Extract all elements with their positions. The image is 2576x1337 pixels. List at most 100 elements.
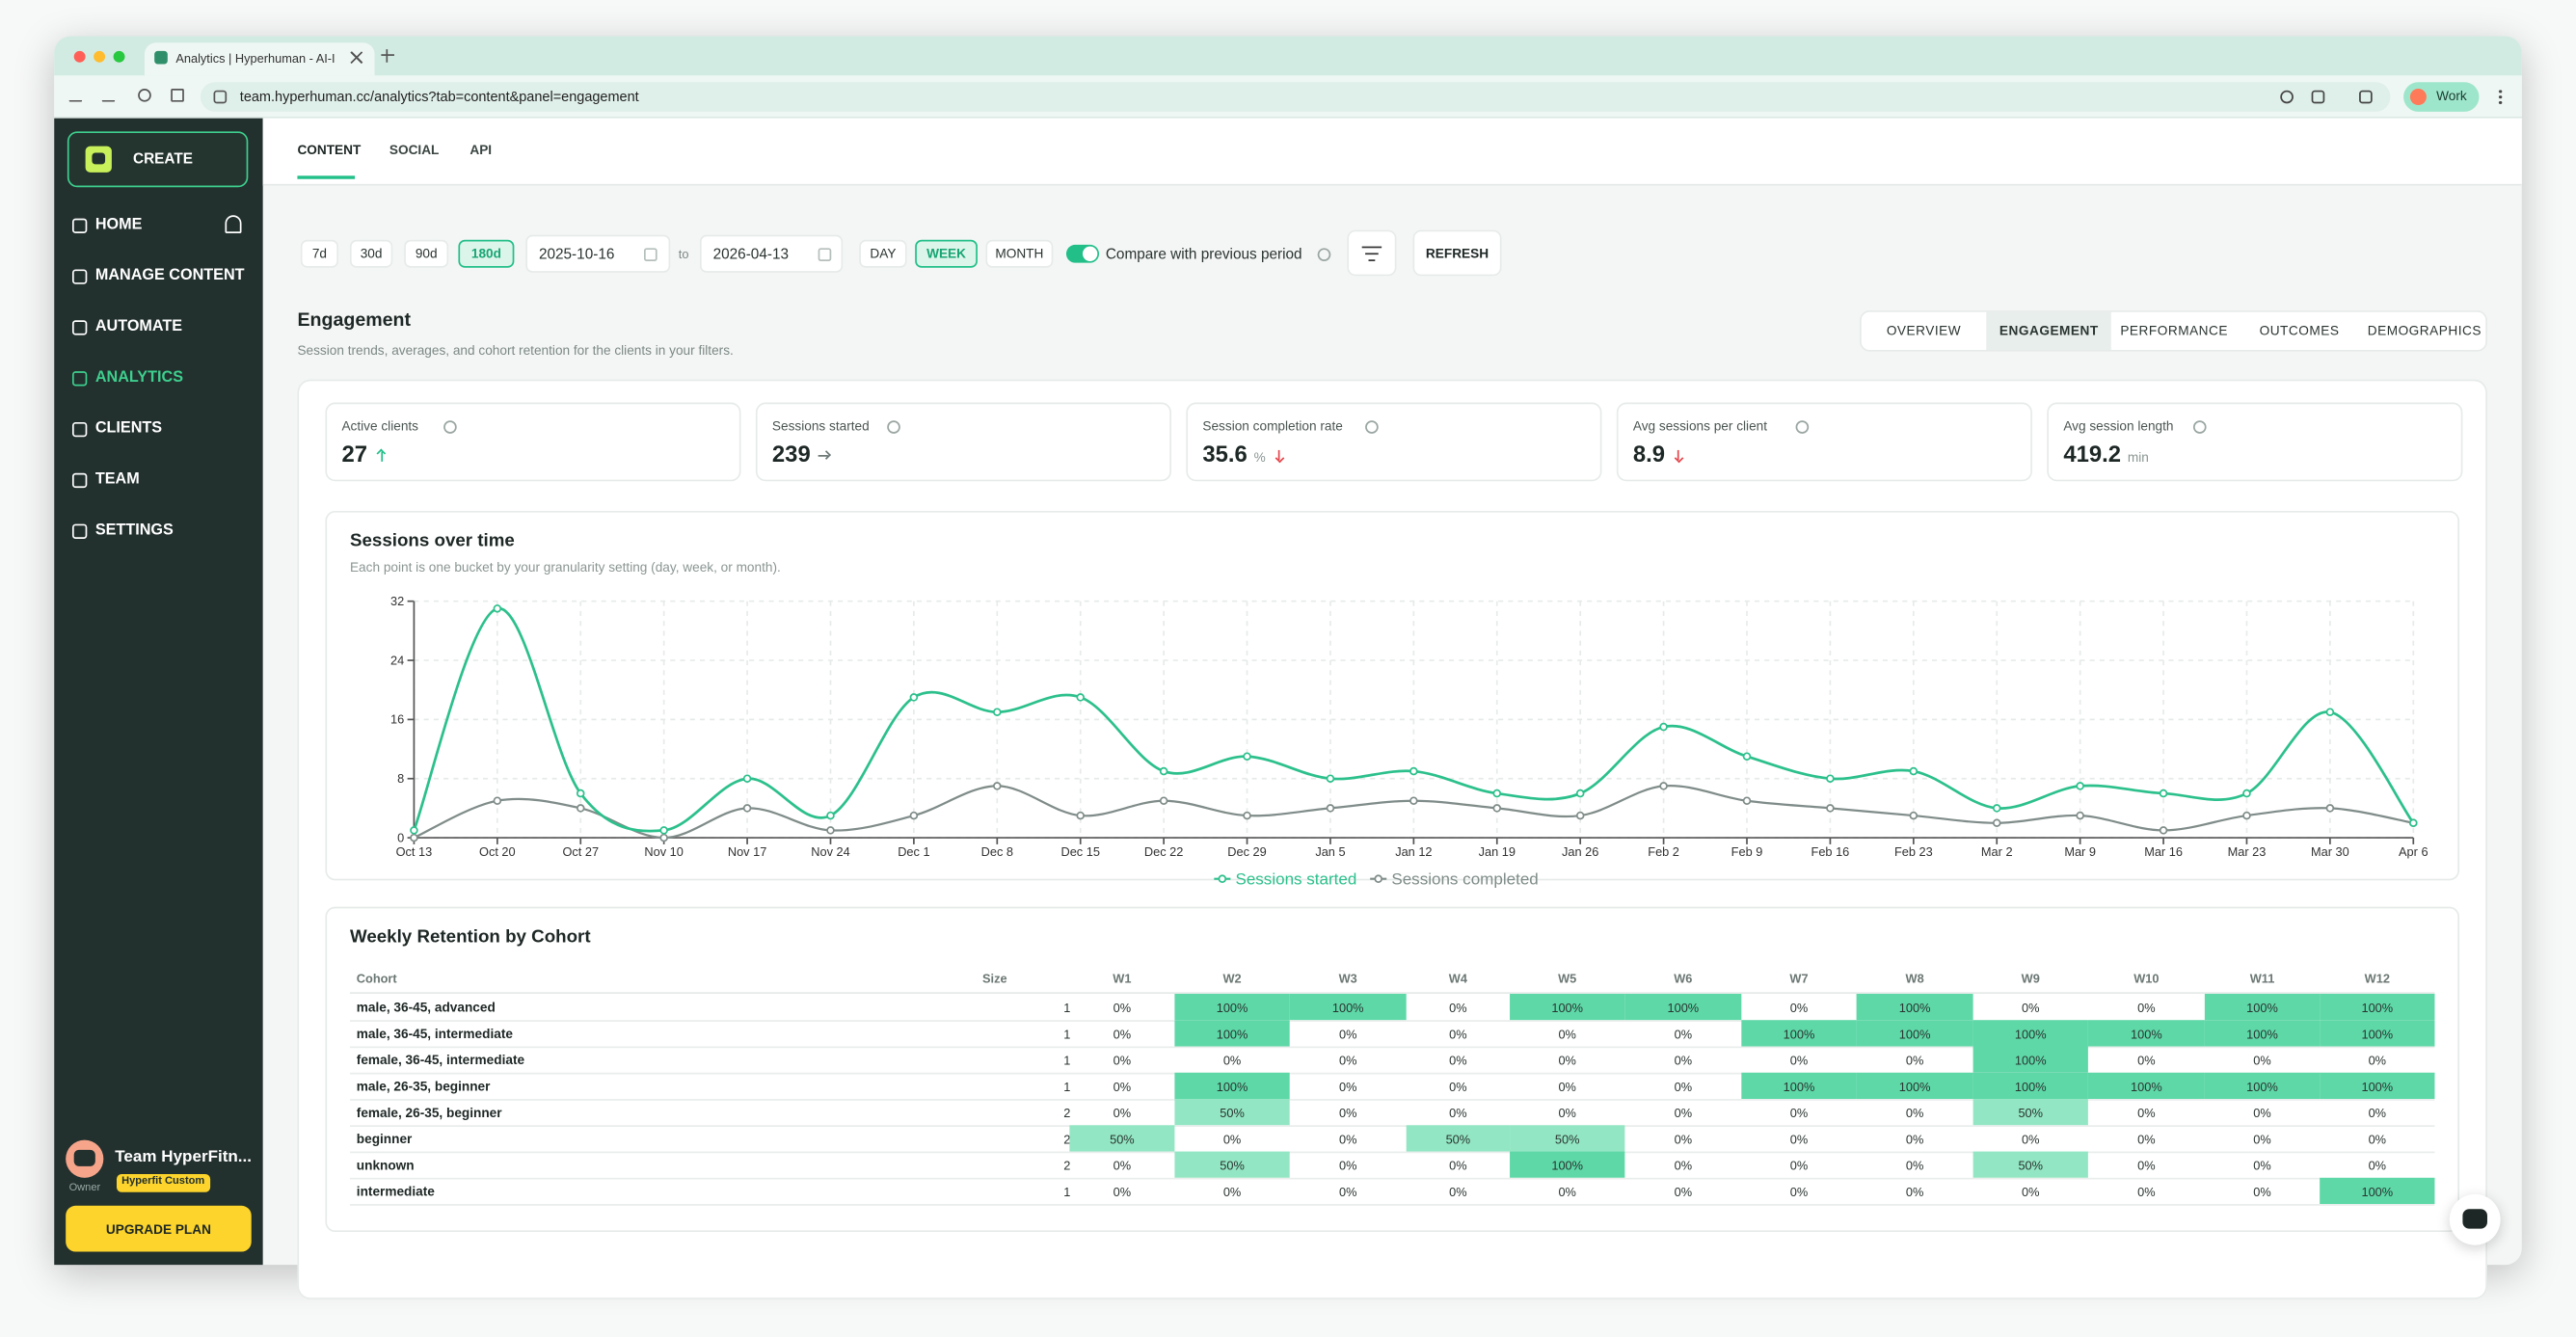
retention-cell bbox=[1741, 1020, 1857, 1047]
retention-value: 0% bbox=[2022, 1184, 2040, 1199]
retention-value: 0% bbox=[1789, 1000, 1809, 1015]
tab-title: Analytics | Hyperhuman - AI-I bbox=[175, 52, 335, 66]
cohort-name: female, 36-45, intermediate bbox=[356, 1052, 525, 1067]
data-point bbox=[1243, 752, 1251, 761]
data-point bbox=[1659, 722, 1668, 732]
x-tick-label: Dec 1 bbox=[898, 844, 929, 859]
kpi-label: Active clients bbox=[341, 418, 419, 434]
range-button[interactable]: 90d bbox=[404, 239, 449, 268]
y-tick-label: 0 bbox=[397, 830, 404, 844]
retention-value: 0% bbox=[2137, 1131, 2156, 1147]
retention-value: 0% bbox=[1449, 1052, 1467, 1068]
browser-tab[interactable] bbox=[144, 42, 375, 76]
retention-value: 100% bbox=[1898, 1026, 1931, 1041]
range-button[interactable]: 180d bbox=[458, 239, 515, 268]
data-point bbox=[1826, 774, 1835, 783]
upgrade-button[interactable]: UPGRADE PLAN bbox=[66, 1205, 252, 1252]
extensions-icon[interactable] bbox=[2359, 90, 2373, 104]
zoom-icon[interactable] bbox=[2280, 90, 2294, 104]
retention-value: 0% bbox=[1338, 1079, 1357, 1094]
kpi-value-row: 8.9 bbox=[1633, 441, 1685, 467]
data-point bbox=[993, 708, 1002, 716]
kpi-value: 35.6 bbox=[1202, 440, 1248, 467]
nav-icon bbox=[71, 319, 88, 334]
range-button[interactable]: 7d bbox=[300, 239, 339, 268]
granularity-button[interactable]: MONTH bbox=[985, 239, 1054, 268]
window-control[interactable] bbox=[72, 49, 85, 62]
home-button[interactable] bbox=[171, 89, 184, 102]
x-tick-label: Mar 2 bbox=[1981, 844, 2013, 859]
content-tab[interactable]: API bbox=[470, 143, 493, 158]
retention-value: 0% bbox=[2368, 1052, 2387, 1068]
new-tab[interactable] bbox=[381, 49, 394, 63]
forward-button[interactable] bbox=[101, 89, 116, 102]
reload-button[interactable] bbox=[138, 89, 151, 102]
chart-title: Sessions over time bbox=[349, 531, 515, 551]
panel-tab[interactable]: DEMOGRAPHICS bbox=[2367, 323, 2482, 339]
retention-value: 0% bbox=[2253, 1052, 2271, 1068]
data-point bbox=[2325, 804, 2335, 813]
panel-tab[interactable]: ENGAGEMENT bbox=[1986, 311, 2112, 350]
filter-icon-line bbox=[1365, 253, 1379, 255]
retention-value: 0% bbox=[1905, 1052, 1924, 1068]
granularity-button[interactable]: WEEK bbox=[915, 239, 978, 268]
retention-value: 0% bbox=[1113, 1079, 1132, 1094]
retention-cell bbox=[2204, 1072, 2321, 1100]
cohort-size: 1 bbox=[1063, 1000, 1071, 1015]
granularity-button[interactable]: DAY bbox=[859, 239, 907, 268]
nav-icon bbox=[71, 421, 88, 437]
nav-icon bbox=[71, 370, 88, 386]
data-point bbox=[2325, 708, 2335, 716]
data-point bbox=[742, 804, 752, 813]
data-point bbox=[909, 811, 919, 820]
address-bar[interactable] bbox=[200, 82, 2391, 112]
row-rule bbox=[349, 1151, 2435, 1154]
content-tab[interactable]: CONTENT bbox=[297, 143, 362, 158]
retention-value: 0% bbox=[1674, 1052, 1693, 1068]
column-header: W10 bbox=[2133, 971, 2160, 986]
tab-close[interactable] bbox=[349, 50, 363, 65]
retention-value: 100% bbox=[1783, 1026, 1815, 1041]
notifications-bell[interactable] bbox=[225, 215, 242, 233]
window-control[interactable] bbox=[93, 49, 105, 62]
y-tick-label: 8 bbox=[397, 771, 404, 786]
retention-cell bbox=[1741, 1072, 1857, 1100]
bookmark-icon[interactable] bbox=[2311, 90, 2325, 104]
x-tick-label: Mar 16 bbox=[2144, 844, 2183, 859]
panel-tab[interactable]: PERFORMANCE bbox=[2120, 323, 2228, 339]
content-tab[interactable]: SOCIAL bbox=[389, 143, 440, 158]
panel-tab[interactable]: OUTCOMES bbox=[2259, 323, 2340, 339]
retention-value: 0% bbox=[1674, 1026, 1693, 1041]
cohort-name: male, 36-45, intermediate bbox=[356, 1026, 513, 1041]
y-tick-label: 32 bbox=[390, 594, 404, 608]
range-button[interactable]: 30d bbox=[349, 239, 393, 268]
window-control[interactable] bbox=[112, 49, 124, 62]
kpi-card bbox=[1616, 402, 2032, 482]
row-rule bbox=[349, 1204, 2435, 1206]
retention-value: 0% bbox=[1338, 1157, 1357, 1173]
retention-value: 0% bbox=[1674, 1079, 1693, 1094]
data-point bbox=[1575, 811, 1585, 820]
date-from[interactable] bbox=[525, 234, 671, 273]
chat-icon bbox=[2462, 1209, 2487, 1229]
legend-marker bbox=[1218, 874, 1227, 883]
retention-value: 0% bbox=[1789, 1157, 1809, 1173]
back-button[interactable] bbox=[68, 89, 83, 102]
compare-label: Compare with previous period bbox=[1105, 245, 1302, 262]
browser-menu[interactable] bbox=[2498, 89, 2503, 106]
retention-value: 50% bbox=[1445, 1131, 1471, 1147]
retention-value: 0% bbox=[2137, 1157, 2156, 1173]
retention-cell bbox=[2320, 993, 2435, 1021]
data-point bbox=[1909, 766, 1919, 776]
data-point bbox=[1492, 789, 1502, 798]
refresh-button[interactable]: REFRESH bbox=[1412, 229, 1502, 277]
retention-value: 0% bbox=[1449, 1079, 1467, 1094]
legend-label: Sessions completed bbox=[1391, 870, 1538, 889]
nav-label: CLIENTS bbox=[94, 418, 163, 438]
panel-tab[interactable]: OVERVIEW bbox=[1886, 323, 1962, 339]
kpi-card bbox=[325, 402, 741, 482]
row-rule bbox=[349, 1099, 2435, 1101]
cohort-size: 2 bbox=[1063, 1131, 1071, 1147]
retention-value: 0% bbox=[1338, 1131, 1357, 1147]
data-point bbox=[826, 826, 835, 835]
